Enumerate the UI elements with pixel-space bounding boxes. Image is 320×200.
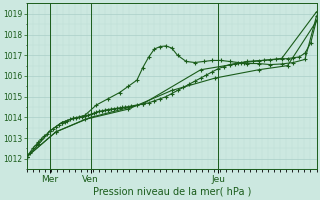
X-axis label: Pression niveau de la mer( hPa ): Pression niveau de la mer( hPa ) [92, 187, 251, 197]
